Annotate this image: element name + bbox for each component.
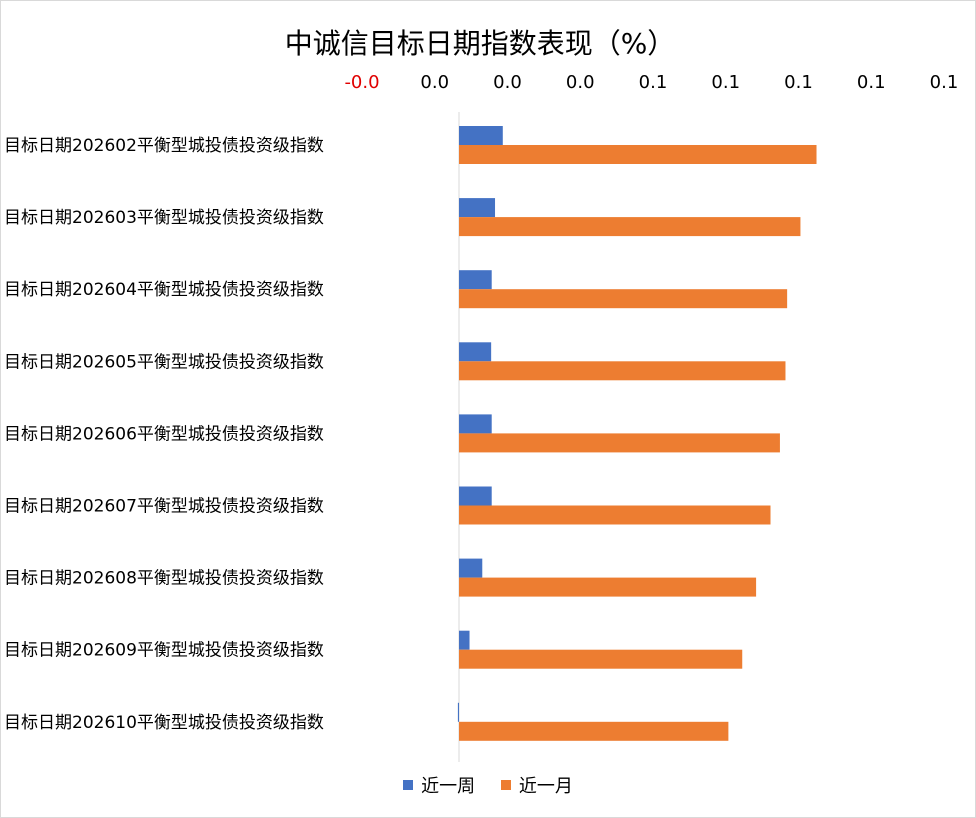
category-label: 目标日期202608平衡型城投债投资级指数 (4, 569, 324, 589)
category-label: 目标日期202609平衡型城投债投资级指数 (4, 641, 324, 661)
bar-series-1 (459, 577, 757, 597)
x-tick-label: -0.0 (344, 72, 379, 93)
bar-series-0 (459, 558, 483, 578)
category-label: 目标日期202604平衡型城投债投资级指数 (4, 280, 324, 300)
legend-label-series-0: 近一周 (421, 776, 476, 797)
bar-series-0 (459, 126, 503, 145)
bar-series-1 (459, 289, 788, 309)
x-tick-label: 0.0 (493, 72, 522, 93)
bar-series-0 (459, 414, 492, 434)
chart-title: 中诚信目标日期指数表现（%） (284, 27, 676, 60)
legend-label-series-1: 近一月 (518, 776, 573, 797)
legend: 近一周 近一月 (0, 772, 976, 798)
x-tick-label: 0.1 (930, 72, 959, 93)
legend-item-series-0: 近一周 (403, 772, 475, 798)
category-label: 目标日期202602平衡型城投债投资级指数 (4, 136, 324, 156)
category-label: 目标日期202603平衡型城投债投资级指数 (4, 208, 324, 228)
bar-series-1 (459, 145, 817, 164)
bar-series-0 (459, 630, 470, 650)
x-tick-label: 0.0 (420, 72, 449, 93)
x-tick-label: 0.1 (711, 72, 740, 93)
category-label: 目标日期202607平衡型城投债投资级指数 (4, 497, 324, 517)
bar-series-0 (459, 270, 492, 290)
x-tick-label: 0.1 (857, 72, 886, 93)
x-tick-label: 0.0 (566, 72, 595, 93)
category-label: 目标日期202605平衡型城投债投资级指数 (4, 352, 324, 372)
category-label: 目标日期202610平衡型城投债投资级指数 (4, 713, 324, 733)
legend-swatch-series-0 (403, 780, 414, 790)
bar-series-1 (459, 505, 771, 525)
legend-swatch-series-1 (500, 780, 511, 790)
bar-series-0 (459, 198, 496, 218)
bar-series-1 (459, 433, 780, 453)
bar-series-0 (459, 342, 492, 362)
bar-series-0 (457, 702, 459, 722)
x-tick-label: 0.1 (784, 72, 813, 93)
bar-series-0 (459, 486, 492, 506)
bar-series-1 (459, 721, 729, 741)
bar-series-1 (459, 649, 743, 669)
x-tick-label: 0.1 (639, 72, 668, 93)
legend-item-series-1: 近一月 (500, 772, 573, 798)
category-label: 目标日期202606平衡型城投债投资级指数 (4, 424, 324, 444)
bar-series-1 (459, 361, 786, 381)
bar-series-1 (459, 217, 801, 237)
